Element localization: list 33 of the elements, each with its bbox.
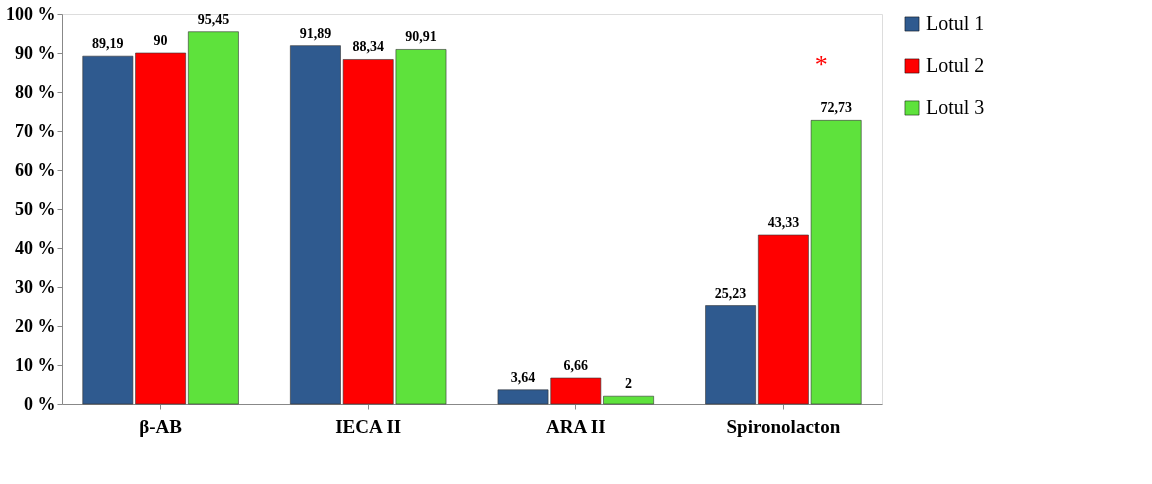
data-label: 43,33 [767, 215, 800, 231]
legend-label: Lotul 2 [926, 54, 985, 76]
data-label: 89,19 [92, 36, 124, 52]
y-tick-label: 50 % [15, 198, 56, 219]
data-label: 72,73 [820, 100, 852, 116]
bar [705, 305, 756, 405]
data-label: 90,91 [405, 29, 437, 45]
y-tick-label: 60 % [15, 159, 56, 180]
y-tick-label: 70 % [15, 120, 56, 141]
y-tick-label: 80 % [15, 81, 56, 102]
y-tick-label: 0 % [24, 393, 56, 414]
legend-label: Lotul 1 [926, 12, 985, 34]
data-label: 3,64 [510, 369, 536, 385]
data-label: 25,23 [714, 285, 747, 301]
x-tick-label: Spironolacton [726, 415, 841, 437]
data-label: 95,45 [197, 11, 230, 27]
x-tick-label: ARA II [545, 415, 606, 437]
y-tick-label: 100 % [6, 3, 56, 24]
y-tick-label: 10 % [15, 354, 56, 375]
y-tick-label: 30 % [15, 276, 56, 297]
data-label: 6,66 [563, 358, 589, 374]
y-tick-label: 90 % [15, 42, 56, 63]
y-tick-label: 40 % [15, 237, 56, 258]
y-tick-label: 20 % [15, 315, 56, 336]
legend-label: Lotul 3 [926, 96, 985, 118]
bar [188, 31, 239, 405]
data-label: 91,89 [299, 25, 332, 41]
annotation: * [814, 49, 828, 79]
x-tick-label: IECA II [335, 415, 402, 437]
data-label: 2 [625, 376, 633, 392]
data-label: 88,34 [352, 39, 384, 55]
data-label: 90 [153, 33, 168, 48]
x-tick-label: β-AB [139, 415, 183, 437]
